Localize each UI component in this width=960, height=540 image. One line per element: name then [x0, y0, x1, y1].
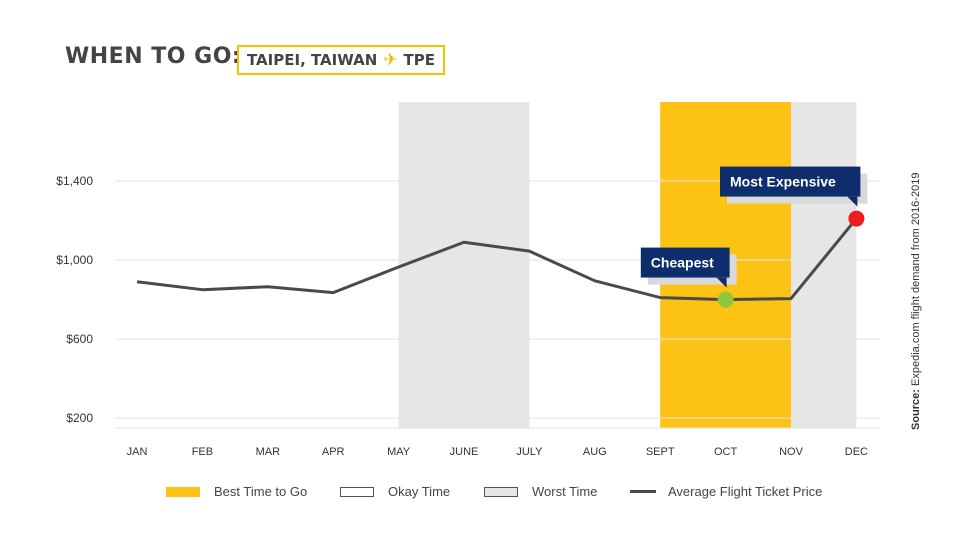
x-tick-label-feb: FEB [192, 446, 213, 458]
x-tick-label-nov: NOV [779, 446, 804, 458]
x-tick-label-aug: AUG [583, 446, 607, 458]
callout-pointer-expensive [847, 196, 858, 207]
legend-swatch-line [630, 490, 656, 493]
legend: Best Time to Go Okay Time Worst Time Ave… [0, 484, 960, 504]
band-worst-0 [398, 102, 530, 428]
callout-pointer-cheapest [716, 277, 727, 288]
legend-item-okay: Okay Time [340, 484, 450, 499]
x-tick-label-june: JUNE [450, 446, 479, 458]
x-tick-label-july: JULY [516, 446, 543, 458]
legend-label-line: Average Flight Ticket Price [668, 484, 823, 499]
x-tick-label-oct: OCT [714, 446, 738, 458]
callout-expensive: Most Expensive [720, 166, 868, 227]
band-worst-2 [791, 102, 857, 428]
legend-swatch-worst [484, 486, 518, 497]
source-label: Source: [910, 389, 922, 430]
callout-box-cheapest [640, 247, 730, 278]
plane-icon: ✈ [383, 50, 398, 70]
marker-cheapest [717, 291, 734, 308]
marker-expensive [848, 210, 865, 227]
callout-label-expensive: Most Expensive [730, 174, 836, 190]
legend-swatch-best [166, 486, 200, 497]
legend-item-worst: Worst Time [484, 484, 598, 499]
city-name: TAIPEI, TAIWAN [246, 51, 378, 69]
destination-badge: TAIPEI, TAIWAN ✈ TPE [237, 45, 445, 75]
y-tick-label-3: $1,400 [56, 174, 93, 188]
legend-label-okay: Okay Time [388, 484, 451, 499]
y-tick-label-0: $200 [66, 411, 93, 425]
callout-cheapest: Cheapest [640, 247, 737, 308]
legend-item-line: Average Flight Ticket Price [630, 484, 822, 499]
legend-swatch-okay [340, 486, 374, 497]
legend-item-best: Best Time to Go [166, 484, 307, 499]
x-tick-label-jan: JAN [127, 446, 148, 458]
callout-label-cheapest: Cheapest [651, 255, 714, 271]
x-tick-label-apr: APR [322, 446, 345, 458]
x-tick-label-mar: MAR [256, 446, 281, 458]
x-tick-label-may: MAY [387, 446, 411, 458]
page-title: WHEN TO GO: [65, 44, 242, 69]
callout-box-expensive [720, 166, 861, 197]
x-tick-label-dec: DEC [845, 446, 868, 458]
source-text: Expedia.com flight demand from 2016-2019 [910, 172, 922, 386]
series-line-average-price [136, 217, 858, 302]
airport-code: TPE [403, 51, 436, 69]
legend-label-best: Best Time to Go [214, 484, 308, 499]
legend-label-worst: Worst Time [532, 484, 598, 499]
x-tick-label-sept: SEPT [646, 446, 675, 458]
source-note: Source: Expedia.com flight demand from 2… [910, 173, 922, 430]
y-tick-label-1: $600 [66, 332, 93, 346]
y-tick-label-2: $1,000 [56, 253, 93, 267]
